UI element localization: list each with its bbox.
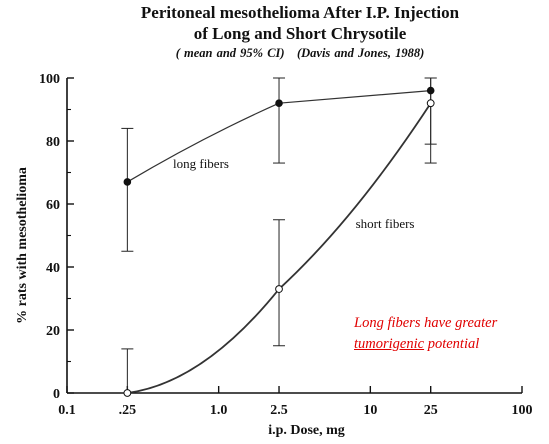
point-short-fibers: [426, 99, 435, 108]
chart-title: Peritoneal mesothelioma After I.P. Injec…: [140, 3, 460, 22]
point-long-fibers: [275, 99, 283, 107]
subtitle-source: (Davis and Jones, 1988): [296, 46, 425, 60]
annotation-line-2-rest: potential: [424, 336, 480, 352]
chart-title-line-2: of Long and Short Chrysotile: [193, 24, 407, 43]
axes: 0 20 40 60 80 100 0.1 .25 1.0 2.5 10 25 100: [39, 72, 533, 418]
error-bars: [121, 77, 437, 394]
x-axis-label: i.p. Dose, mg: [268, 423, 345, 438]
chart-subtitle: ( mean and 95% CI) (Davis and Jones, 198…: [60, 46, 540, 61]
y-tick-label: 0: [53, 387, 60, 402]
point-long-fibers: [426, 86, 435, 95]
y-tick-label: 100: [39, 72, 60, 87]
x-tick-label: .25: [119, 403, 137, 418]
annotation-line-2: tumorigenic potential: [354, 334, 497, 355]
y-tick-label: 60: [46, 198, 60, 213]
series-label-long-fibers: long fibers: [173, 156, 229, 171]
x-tick-label: 1.0: [210, 403, 228, 418]
annotation-note: Long fibers have greater tumorigenic pot…: [354, 313, 497, 355]
series-label-short-fibers: short fibers: [356, 216, 415, 231]
x-tick-label: 10: [363, 403, 377, 418]
x-tick-label: 25: [424, 403, 438, 418]
y-tick-label: 40: [46, 261, 60, 276]
y-tick-label: 20: [46, 324, 60, 339]
x-tick-label: 0.1: [58, 403, 76, 418]
subtitle-ci: ( mean and 95% CI): [175, 46, 285, 60]
point-long-fibers: [123, 178, 132, 186]
x-tick-label: 2.5: [270, 403, 288, 418]
y-axis-label: % rats with mesothelioma: [15, 167, 30, 324]
y-tick-label: 80: [46, 135, 60, 150]
annotation-underlined-word: tumorigenic: [354, 336, 425, 352]
annotation-line-1: Long fibers have greater: [354, 315, 498, 331]
point-short-fibers: [275, 285, 283, 293]
data-points: [123, 86, 435, 397]
point-short-fibers: [123, 389, 132, 397]
x-tick-label: 100: [512, 403, 533, 418]
